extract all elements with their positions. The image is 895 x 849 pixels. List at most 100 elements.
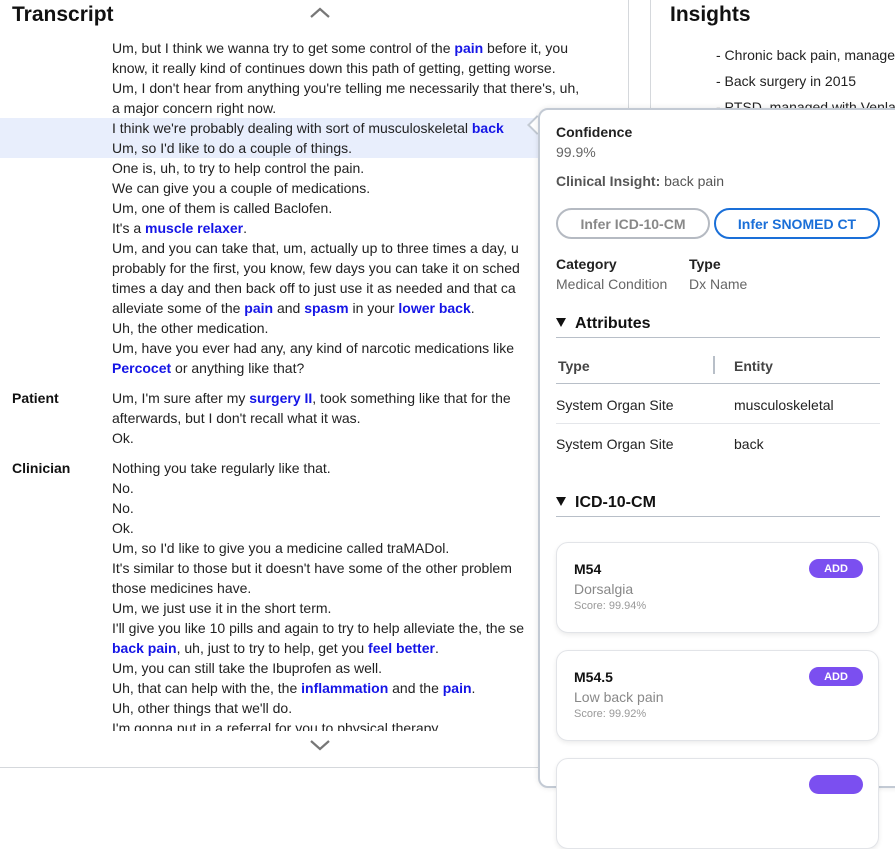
transcript-text: in your <box>348 300 399 316</box>
transcript-line[interactable]: Um, I don't hear from anything you're te… <box>0 78 628 98</box>
caret-down-icon <box>556 318 566 327</box>
transcript-line[interactable]: Um, I'm sure after my surgery II, took s… <box>0 388 628 408</box>
transcript-text: Ok. <box>112 520 134 536</box>
add-code-button[interactable] <box>809 775 863 794</box>
transcript-line[interactable]: Um, one of them is called Baclofen. <box>0 198 628 218</box>
entity-highlight[interactable]: surgery II <box>249 390 313 406</box>
transcript-title: Transcript <box>12 3 114 26</box>
transcript-text: times a day and then back off to just us… <box>112 280 516 296</box>
transcript-text: No. <box>112 500 134 516</box>
attr-type: System Organ Site <box>556 397 674 413</box>
transcript-text: One is, uh, to try to help control the p… <box>112 160 365 176</box>
entity-highlight[interactable]: pain <box>442 680 472 696</box>
transcript-line[interactable]: Um, so I'd like to give you a medicine c… <box>0 538 628 558</box>
transcript-text: Um, so I'd like to do a couple of things… <box>112 140 353 156</box>
chevron-down-icon[interactable] <box>308 737 332 753</box>
entity-highlight[interactable]: spasm <box>304 300 349 316</box>
transcript-text: I'm gonna put in a referral for you to p… <box>112 720 439 731</box>
chevron-up-icon[interactable] <box>308 5 332 21</box>
infer-snomed-button[interactable]: Infer SNOMED CT <box>714 208 880 239</box>
transcript-line[interactable]: Uh, that can help with the, the inflamma… <box>0 678 628 698</box>
transcript-text: Uh, other things that we'll do. <box>112 700 293 716</box>
transcript-line[interactable]: Ok. <box>0 428 628 448</box>
transcript-text: . <box>470 300 475 316</box>
type-value: Dx Name <box>689 276 748 292</box>
entity-highlight[interactable]: inflammation <box>301 680 389 696</box>
transcript-text: Ok. <box>112 430 134 446</box>
transcript-text: Um, have you ever had any, any kind of n… <box>112 340 515 356</box>
clinical-insight-value: back pain <box>664 173 725 189</box>
transcript-text: or anything like that? <box>171 360 305 376</box>
transcript-line[interactable]: Um, you can still take the Ibuprofen as … <box>0 658 628 678</box>
transcript-lines: Um, but I think we wanna try to get some… <box>0 38 628 731</box>
code-description: Low back pain <box>574 689 664 705</box>
transcript-line[interactable]: Uh, the other medication. <box>0 318 628 338</box>
transcript-text: Uh, the other medication. <box>112 320 269 336</box>
transcript-line[interactable]: It's a muscle relaxer. <box>0 218 628 238</box>
attr-entity: musculoskeletal <box>734 397 834 413</box>
infer-icd10-button[interactable]: Infer ICD-10-CM <box>556 208 710 239</box>
transcript-text: alleviate some of the <box>112 300 245 316</box>
transcript-line[interactable]: afterwards, but I don't recall what it w… <box>0 408 628 428</box>
transcript-line[interactable]: Ok. <box>0 518 628 538</box>
code-card: M54.5 Low back pain Score: 99.92% ADD <box>556 650 879 741</box>
attributes-section-toggle[interactable]: Attributes <box>556 315 880 338</box>
transcript-line[interactable]: Um, we just use it in the short term. <box>0 598 628 618</box>
entity-highlight[interactable]: feel better <box>368 640 435 656</box>
transcript-line[interactable]: alleviate some of the pain and spasm in … <box>0 298 628 318</box>
transcript-line[interactable]: I think we're probably dealing with sort… <box>0 118 628 138</box>
add-code-button[interactable]: ADD <box>809 559 863 578</box>
transcript-line[interactable]: Um, but I think we wanna try to get some… <box>0 38 628 58</box>
transcript-text: Uh, that can help with the, the <box>112 680 302 696</box>
code-description: Dorsalgia <box>574 581 634 597</box>
transcript-text: , uh, just to try to help, get you <box>176 640 369 656</box>
insight-bullet: - Chronic back pain, manage <box>716 47 895 63</box>
code-card: M54 Dorsalgia Score: 99.94% ADD <box>556 542 879 633</box>
transcript-line[interactable]: back pain, uh, just to try to help, get … <box>0 638 628 658</box>
insights-title: Insights <box>670 3 751 26</box>
code-score: Score: 99.94% <box>574 600 647 612</box>
transcript-text: and <box>273 300 305 316</box>
transcript-text: before it, you <box>483 40 568 56</box>
transcript-text: Um, we just use it in the short term. <box>112 600 332 616</box>
entity-highlight[interactable]: back pain <box>112 640 177 656</box>
transcript-line[interactable]: those medicines have. <box>0 578 628 598</box>
transcript-text: . <box>434 640 439 656</box>
transcript-line[interactable]: No. <box>0 498 628 518</box>
entity-highlight[interactable]: pain <box>244 300 274 316</box>
transcript-line[interactable]: One is, uh, to try to help control the p… <box>0 158 628 178</box>
transcript-text: probably for the first, you know, few da… <box>112 260 520 276</box>
entity-highlight[interactable]: Percocet <box>112 360 172 376</box>
transcript-line[interactable]: It's similar to those but it doesn't hav… <box>0 558 628 578</box>
transcript-line[interactable]: Um, and you can take that, um, actually … <box>0 238 628 258</box>
transcript-line[interactable]: I'll give you like 10 pills and again to… <box>0 618 628 638</box>
entity-highlight[interactable]: lower back <box>398 300 471 316</box>
transcript-text: those medicines have. <box>112 580 252 596</box>
code-id: M54.5 <box>574 669 613 685</box>
transcript-text: afterwards, but I don't recall what it w… <box>112 410 361 426</box>
entity-highlight[interactable]: muscle relaxer <box>145 220 244 236</box>
entity-highlight[interactable]: pain <box>454 40 484 56</box>
icd10-section-toggle[interactable]: ICD-10-CM <box>556 494 880 517</box>
transcript-text: It's similar to those but it doesn't hav… <box>112 560 512 576</box>
transcript-text: and the <box>388 680 443 696</box>
type-label: Type <box>689 256 721 272</box>
speaker-turn: Clinician Nothing you take regularly like… <box>0 458 628 731</box>
transcript-line[interactable]: know, it really kind of continues down t… <box>0 58 628 78</box>
transcript-line[interactable]: I'm gonna put in a referral for you to p… <box>0 718 628 731</box>
transcript-line[interactable]: Nothing you take regularly like that. <box>0 458 628 478</box>
transcript-line[interactable]: Um, have you ever had any, any kind of n… <box>0 338 628 358</box>
transcript-line[interactable]: Um, so I'd like to do a couple of things… <box>0 138 628 158</box>
transcript-line[interactable]: Uh, other things that we'll do. <box>0 698 628 718</box>
add-code-button[interactable]: ADD <box>809 667 863 686</box>
transcript-line[interactable]: No. <box>0 478 628 498</box>
entity-highlight[interactable]: back <box>471 120 504 136</box>
column-divider <box>713 356 715 374</box>
transcript-line[interactable]: probably for the first, you know, few da… <box>0 258 628 278</box>
speaker-label: Patient <box>12 390 59 406</box>
transcript-line[interactable]: times a day and then back off to just us… <box>0 278 628 298</box>
code-id: M54 <box>574 561 602 577</box>
transcript-line[interactable]: Percocet or anything like that? <box>0 358 628 378</box>
transcript-line[interactable]: We can give you a couple of medications. <box>0 178 628 198</box>
transcript-line[interactable]: a major concern right now. <box>0 98 628 118</box>
